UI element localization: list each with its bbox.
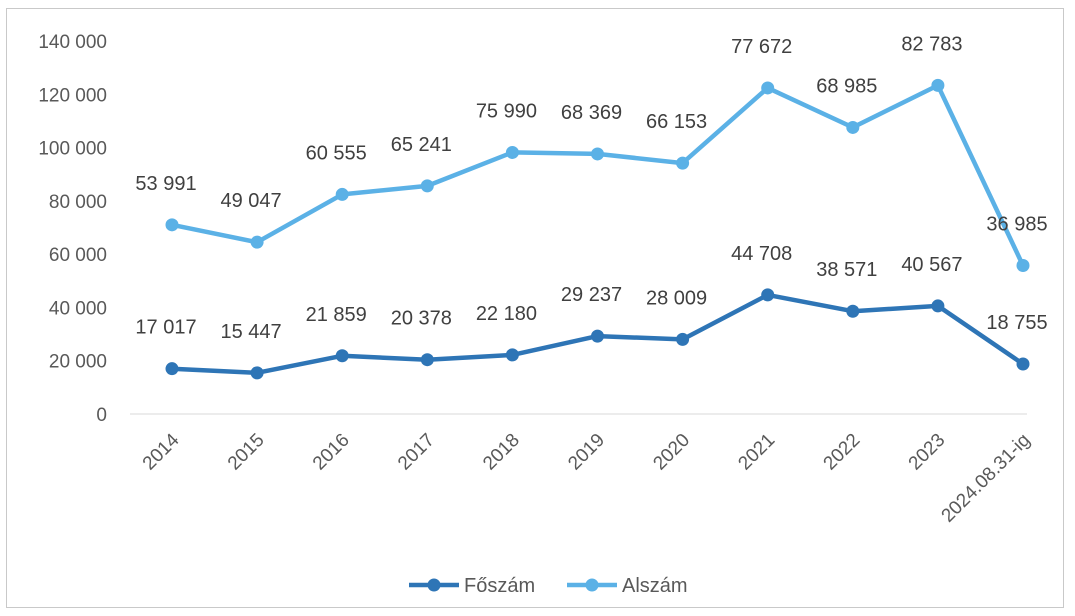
y-tick-label: 100 000 (38, 139, 107, 160)
data-label: 20 378 (391, 308, 452, 330)
data-point (250, 235, 264, 249)
data-point (420, 179, 434, 193)
chart-frame: 0 20 000 40 000 60 000 80 000 100 000 120 000 1… (6, 8, 1064, 608)
data-point (250, 366, 264, 380)
data-point (676, 332, 690, 346)
x-tick-label: 2019 (564, 430, 609, 475)
data-label: 36 985 (986, 213, 1047, 235)
data-label: 82 783 (901, 33, 962, 55)
y-tick-label: 80 000 (49, 192, 107, 213)
data-label: 18 755 (986, 312, 1047, 334)
data-label: 49 047 (221, 190, 282, 212)
x-tick-label: 2022 (820, 430, 865, 475)
data-point (420, 353, 434, 367)
data-point (335, 187, 349, 201)
y-tick-label: 40 000 (49, 298, 107, 319)
x-tick-label: 2023 (905, 430, 950, 475)
data-point (165, 362, 179, 376)
data-point (931, 78, 945, 92)
y-axis: 0 20 000 40 000 60 000 80 000 100 000 120 000 1… (38, 32, 107, 426)
x-tick-label: 2020 (649, 430, 694, 475)
x-tick-label: 2014 (139, 429, 184, 474)
data-point (591, 329, 604, 343)
x-tick-label: 2018 (479, 430, 524, 475)
x-tick-label: 2017 (394, 430, 439, 475)
data-point (591, 147, 604, 161)
data-label: 38 571 (816, 259, 877, 281)
data-label: 29 237 (561, 284, 622, 306)
x-tick-label: 2016 (309, 430, 354, 475)
data-point (1016, 357, 1030, 371)
y-tick-label: 120 000 (38, 85, 107, 106)
data-point (931, 299, 945, 313)
x-tick-label: 2021 (734, 430, 779, 475)
legend-label: Alszám (622, 575, 688, 597)
data-label: 65 241 (391, 134, 452, 156)
data-point (846, 120, 860, 134)
data-label: 15 447 (221, 321, 282, 343)
x-axis: 2014 2015 2016 2017 2018 2019 2020 2021 2022 2023… (130, 413, 1035, 527)
data-label: 75 990 (476, 100, 537, 122)
data-point (676, 156, 690, 170)
y-tick-label: 140 000 (38, 32, 107, 53)
data-label: 68 985 (816, 75, 877, 97)
data-label: 53 991 (135, 173, 196, 195)
data-labels: 17 017 15 447 21 859 20 378 22 180 29 237 28 0… (135, 33, 1047, 342)
data-point (505, 145, 519, 159)
y-tick-label: 20 000 (49, 352, 107, 373)
data-label: 28 009 (646, 287, 707, 309)
legend-marker (585, 578, 599, 592)
data-point (165, 218, 179, 232)
legend-marker (427, 578, 441, 592)
data-label: 44 708 (731, 243, 792, 265)
data-label: 22 180 (476, 303, 537, 325)
data-label: 40 567 (901, 254, 962, 276)
data-label: 60 555 (306, 142, 367, 164)
data-point (761, 81, 775, 95)
x-tick-label: 2024.08.31-ig (938, 430, 1035, 527)
data-label: 66 153 (646, 111, 707, 133)
line-chart: 0 20 000 40 000 60 000 80 000 100 000 120 000 1… (38, 32, 1047, 597)
data-point (335, 349, 349, 363)
data-label: 68 369 (561, 102, 622, 124)
series-markers (165, 78, 1030, 380)
data-label: 77 672 (731, 36, 792, 58)
data-point (761, 288, 775, 302)
data-point (505, 348, 519, 362)
y-tick-label: 0 (96, 405, 107, 426)
data-point (1016, 258, 1030, 272)
y-tick-label: 60 000 (49, 245, 107, 266)
legend: Főszám Alszám (409, 575, 688, 597)
legend-label: Főszám (464, 575, 535, 597)
data-label: 17 017 (135, 317, 196, 339)
x-tick-label: 2015 (224, 430, 269, 475)
data-point (846, 304, 860, 318)
data-label: 21 859 (306, 304, 367, 326)
